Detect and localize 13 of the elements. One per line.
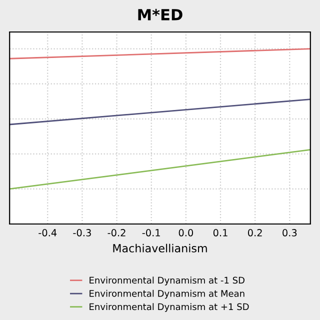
x-tick-label: 0.2 xyxy=(248,229,262,236)
x-tick-label: -0.2 xyxy=(108,229,126,236)
x-axis-title: Machiavellianism xyxy=(113,244,207,252)
x-tick-label: -0.4 xyxy=(38,229,57,236)
x-tick-label: 0.3 xyxy=(282,229,297,236)
x-tick-label: -0.3 xyxy=(73,229,91,236)
legend-label: Environmental Dynamism at +1 SD xyxy=(90,303,249,312)
x-tick-label: 0.1 xyxy=(213,229,228,236)
legend-label: Environmental Dynamism at -1 SD xyxy=(90,276,244,286)
legend-label: Environmental Dynamism at Mean xyxy=(90,290,244,299)
x-tick-label: 0.0 xyxy=(178,229,194,236)
chart-title: M*ED xyxy=(138,8,182,20)
x-tick-label: -0.1 xyxy=(142,229,160,236)
